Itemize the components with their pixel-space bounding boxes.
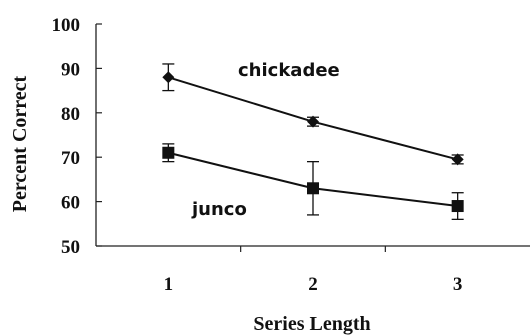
x-tick-label-3: 3 [453,274,463,295]
y-tick-label-70: 70 [61,148,80,169]
data-point-chickadee-2 [307,115,319,128]
y-tick-label-60: 60 [61,193,80,214]
y-tick-label-50: 50 [61,237,80,258]
x-tick-label-2: 2 [308,274,318,295]
series-group [162,63,464,221]
data-point-chickadee-1 [162,71,175,84]
series-label-junco: junco [191,199,247,220]
y-tick-labels: 50 60 70 80 90 100 [52,15,81,258]
y-tick-label-80: 80 [61,104,80,125]
x-tick-label-1: 1 [164,274,174,295]
y-axis-title: Percent Correct [9,75,31,212]
data-point-junco-1 [162,146,175,159]
series-label-chickadee: chickadee [238,60,340,81]
data-point-junco-3 [451,200,464,213]
x-axis-title: Series Length [253,313,370,335]
y-axis [95,23,102,247]
y-tick-label-90: 90 [61,59,80,80]
x-tick-labels: 1 2 3 [164,274,463,295]
series-junco [162,143,464,221]
y-tick-label-100: 100 [52,15,81,36]
data-point-junco-2 [307,182,319,195]
x-axis [96,245,530,252]
data-point-chickadee-3 [451,153,464,166]
series-chickadee [162,63,464,166]
